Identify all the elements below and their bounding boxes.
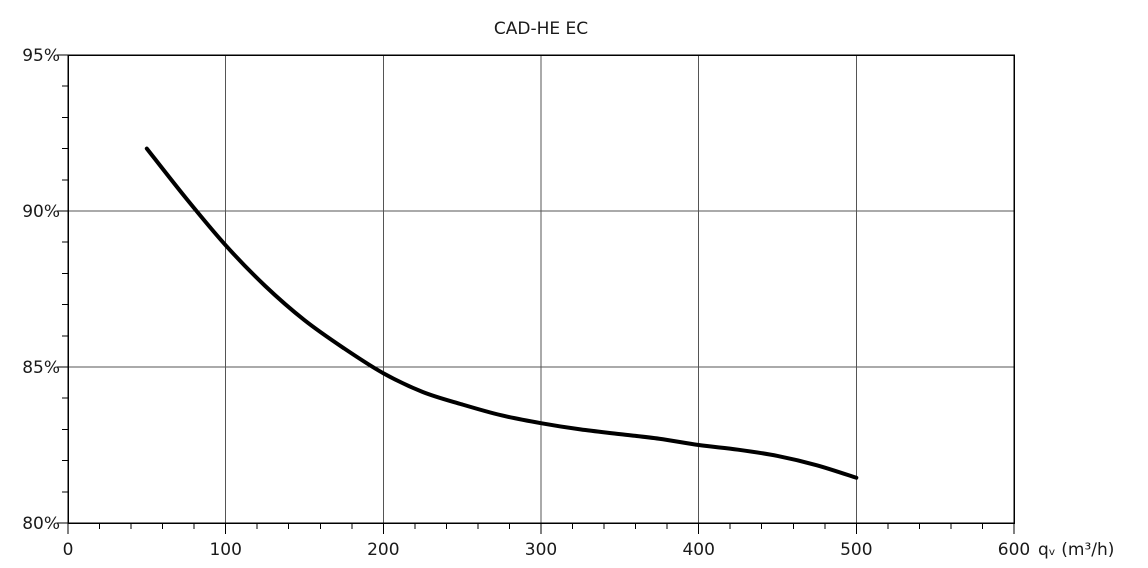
x-tick-label-1: 100 xyxy=(209,540,241,560)
y-tick-label-0: 80% xyxy=(22,514,60,534)
minor-ticks xyxy=(57,54,1015,534)
x-tick-label-6: 600 xyxy=(998,540,1030,560)
x-tick-labels: 0 100 200 300 400 500 600 xyxy=(63,540,1031,560)
series-layer xyxy=(144,146,859,480)
x-tick-label-4: 400 xyxy=(682,540,714,560)
x-tick-label-2: 200 xyxy=(367,540,399,560)
y-tick-labels: 80% 85% 90% 95% xyxy=(22,46,60,534)
y-tick-label-2: 90% xyxy=(22,202,60,222)
chart-title: CAD-HE EC xyxy=(494,19,588,39)
y-tick-label-1: 85% xyxy=(22,358,60,378)
x-axis-label: qᵥ (m³/h) xyxy=(1038,540,1114,560)
x-tick-label-5: 500 xyxy=(840,540,872,560)
x-tick-label-3: 300 xyxy=(525,540,557,560)
y-tick-label-3: 95% xyxy=(22,46,60,66)
grid xyxy=(68,55,1014,523)
plot-frame xyxy=(67,54,1015,524)
series-line-0 xyxy=(144,146,859,480)
x-tick-label-0: 0 xyxy=(63,540,74,560)
